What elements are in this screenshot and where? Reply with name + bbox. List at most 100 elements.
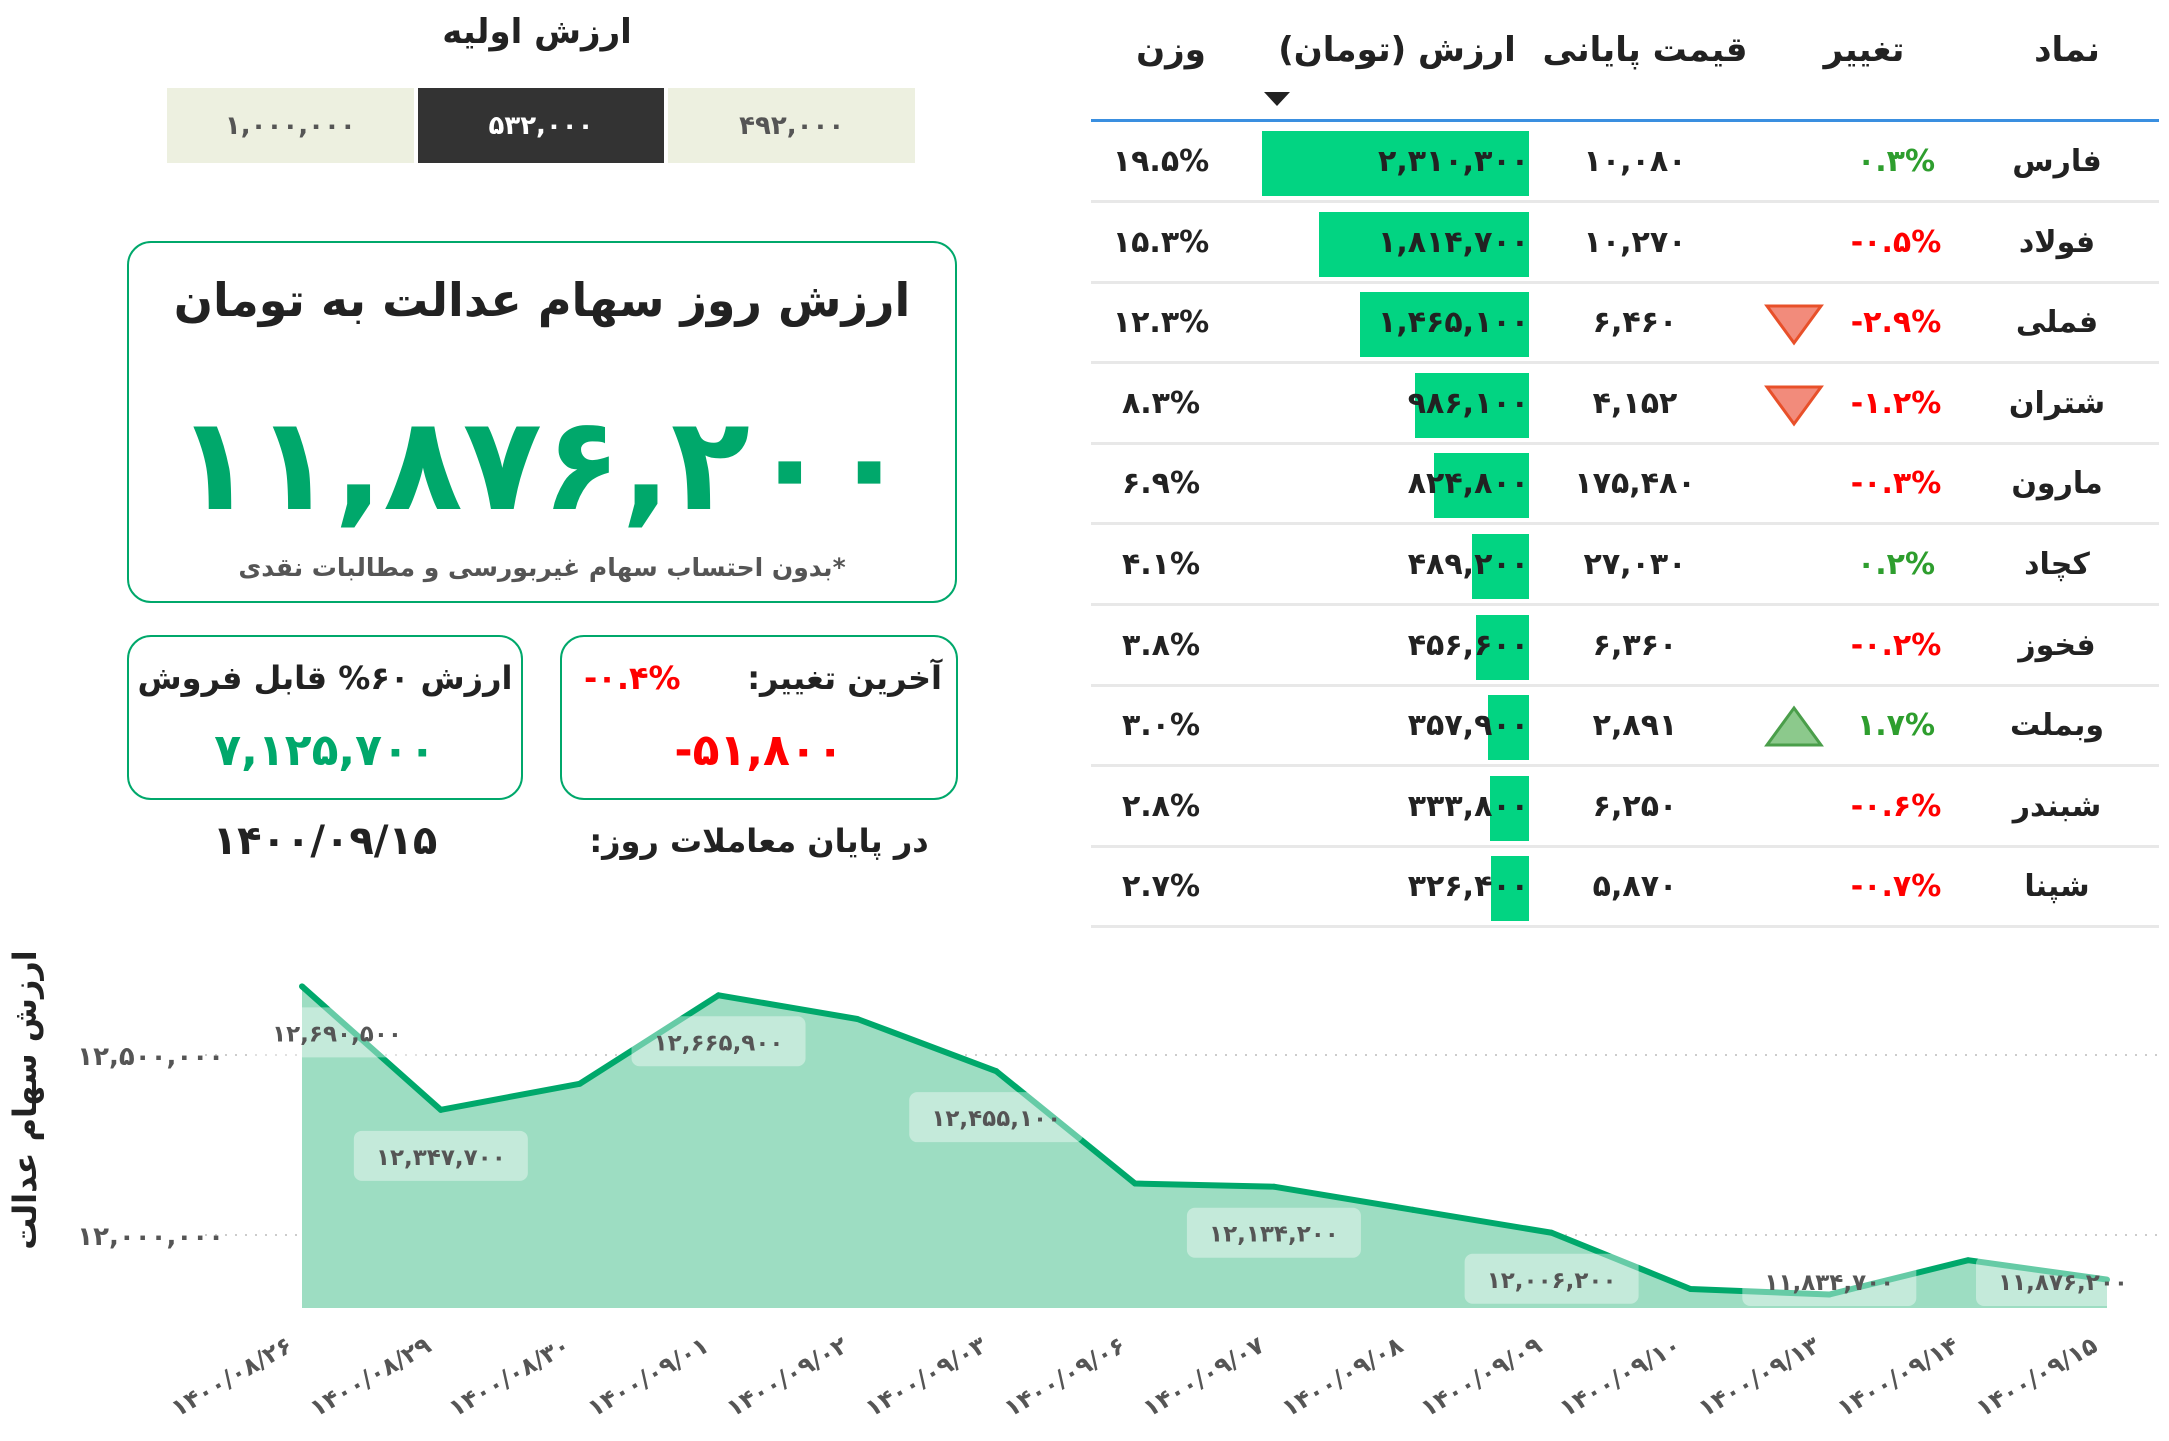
change-cell: -۰.۲% [1850, 627, 1942, 663]
value-cell: ۹۸۶,۱۰۰ [1407, 385, 1529, 421]
current-value-note: *بدون احتساب سهام غیربورسی و مطالبات نقد… [238, 553, 846, 582]
x-tick-label: ۱۴۰۰/۰۹/۰۳ [861, 1331, 992, 1423]
date-value: ۱۴۰۰/۰۹/۱۵ [212, 818, 438, 864]
data-point [854, 1016, 861, 1022]
value-history-chart: ۱۲,۰۰۰,۰۰۰ ۱۲,۵۰۰,۰۰۰ ارزش سهام عدالت ۱۲,۶۹… [6, 950, 2160, 1423]
table-row[interactable]: شبندر -۰.۶% ۶,۲۵۰ ۳۳۳,۸۰۰ ۲.۸% [1091, 768, 2159, 848]
weight-cell: ۸.۳% [1121, 385, 1201, 421]
table-row[interactable]: شتران -۱.۲% ۴,۱۵۲ ۹۸۶,۱۰۰ ۸.۳% [1091, 365, 2159, 445]
close-price-cell: ۶,۳۶۰ [1592, 627, 1678, 663]
value-bar [1262, 131, 1529, 196]
symbol-cell: کچاد [2024, 547, 2090, 582]
change-cell: ۰.۳% [1856, 144, 1936, 179]
weight-cell: ۶.۹% [1121, 466, 1201, 502]
close-price-cell: ۵,۸۷۰ [1592, 869, 1678, 905]
value-cell: ۱,۴۶۵,۱۰۰ [1378, 305, 1529, 341]
header-divider [1091, 119, 2159, 122]
sort-desc-icon[interactable] [1264, 92, 1290, 108]
last-change-title: آخرین تغییر: [747, 659, 942, 697]
value-bar [1472, 534, 1529, 599]
data-label-box [353, 1130, 528, 1181]
data-label: ۱۲,۶۶۵,۹۰۰ [654, 1030, 784, 1056]
x-tick-label: ۱۴۰۰/۰۹/۰۱ [583, 1331, 714, 1423]
data-label: ۱۱,۸۷۶,۲۰۰ [1998, 1270, 2128, 1296]
data-label: ۱۲,۱۳۴,۲۰۰ [1209, 1222, 1339, 1248]
sellable-value-card: ارزش ۶۰% قابل فروش ۷,۱۲۵,۷۰۰ [127, 635, 523, 800]
table-row[interactable]: فولاد -۰.۵% ۱۰,۲۷۰ ۱,۸۱۴,۷۰۰ ۱۵.۳% [1091, 204, 2159, 284]
option-1000000[interactable]: ۱,۰۰۰,۰۰۰ [167, 88, 414, 163]
symbol-cell: فملی [2015, 305, 2099, 341]
value-cell: ۱,۸۱۴,۷۰۰ [1378, 224, 1529, 260]
table-row[interactable]: کچاد ۰.۲% ۲۷,۰۳۰ ۴۸۹,۲۰۰ ۴.۱% [1091, 526, 2159, 606]
data-label-box [1464, 1253, 1639, 1304]
weight-cell: ۲.۸% [1121, 788, 1201, 824]
x-tick-label: ۱۴۰۰/۰۹/۱۳ [1694, 1331, 1825, 1423]
x-tick-label: ۱۴۰۰/۰۹/۰۲ [722, 1331, 853, 1423]
weight-cell: ۱۵.۳% [1112, 224, 1210, 260]
value-cell: ۴۵۶,۶۰۰ [1407, 627, 1529, 663]
table-row[interactable]: مارون -۰.۳% ۱۷۵,۴۸۰ ۸۲۴,۸۰۰ ۶.۹% [1091, 445, 2159, 526]
option-532000[interactable]: ۵۳۲,۰۰۰ [417, 88, 665, 163]
value-bar [1491, 856, 1529, 922]
triangle-down-icon [1764, 304, 1824, 346]
table-row[interactable]: فخوز -۰.۲% ۶,۳۶۰ ۴۵۶,۶۰۰ ۳.۸% [1091, 607, 2159, 687]
change-cell: -۲.۹% [1850, 305, 1942, 341]
data-label: ۱۲,۶۹۰,۵۰۰ [272, 1021, 402, 1047]
close-price-cell: ۶,۲۵۰ [1592, 788, 1678, 824]
data-point [1826, 1291, 1833, 1298]
value-cell: ۳۵۷,۹۰۰ [1407, 708, 1529, 744]
change-cell: -۰.۳% [1850, 466, 1942, 502]
y-tick-label: ۱۲,۰۰۰,۰۰۰ [77, 1222, 224, 1252]
sellable-title: ارزش ۶۰% قابل فروش [137, 659, 513, 697]
data-point [1409, 1206, 1416, 1213]
change-cell: -۰.۶% [1850, 788, 1942, 824]
value-bar [1319, 211, 1529, 277]
weight-cell: ۲.۷% [1121, 869, 1201, 905]
close-price-cell: ۱۰,۰۸۰ [1583, 144, 1687, 179]
table-row[interactable]: فملی -۲.۹% ۶,۴۶۰ ۱,۴۶۵,۱۰۰ ۱۲.۳% [1091, 284, 2159, 365]
x-tick-label: ۱۴۰۰/۰۸/۲۶ [166, 1331, 297, 1423]
symbol-cell: فارس [2012, 144, 2102, 179]
header-change[interactable]: تغییر [1823, 30, 1905, 70]
value-cell: ۳۲۶,۴۰۰ [1407, 869, 1529, 905]
change-cell: -۰.۷% [1850, 869, 1942, 905]
initial-value-title: ارزش اولیه [442, 12, 632, 52]
current-value: ۱۱,۸۷۶,۲۰۰ [175, 388, 909, 540]
weight-cell: ۳.۸% [1121, 627, 1201, 663]
last-change-percent: -۰.۴% [584, 659, 681, 697]
x-tick-label: ۱۴۰۰/۰۹/۰۶ [999, 1331, 1130, 1423]
change-cell: -۰.۵% [1850, 224, 1942, 260]
close-price-cell: ۲,۸۹۱ [1592, 708, 1678, 744]
data-point [2104, 1276, 2110, 1283]
symbol-cell: شپنا [2024, 869, 2090, 905]
data-label: ۱۲,۳۴۷,۷۰۰ [376, 1145, 506, 1171]
value-cell: ۳۳۳,۸۰۰ [1407, 788, 1529, 824]
change-cell: -۱.۲% [1850, 385, 1942, 421]
weight-cell: ۴.۱% [1121, 547, 1201, 582]
sellable-value: ۷,۱۲۵,۷۰۰ [214, 725, 436, 776]
symbol-cell: فولاد [2018, 224, 2096, 260]
symbol-cell: وبملت [2009, 708, 2105, 744]
data-label: ۱۱,۸۳۴,۷۰۰ [1764, 1270, 1894, 1296]
table-row[interactable]: فارس ۰.۳% ۱۰,۰۸۰ ۲,۳۱۰,۳۰۰ ۱۹.۵% [1091, 123, 2159, 203]
x-tick-label: ۱۴۰۰/۰۹/۱۰ [1555, 1331, 1686, 1423]
triangle-up-icon [1764, 705, 1824, 747]
data-point [1548, 1229, 1555, 1236]
close-price-cell: ۲۷,۰۳۰ [1583, 547, 1687, 582]
x-tick-label: ۱۴۰۰/۰۹/۰۹ [1416, 1331, 1547, 1423]
y-tick-label: ۱۲,۵۰۰,۰۰۰ [77, 1042, 224, 1072]
header-value[interactable]: ارزش (تومان) [1278, 30, 1516, 70]
header-symbol[interactable]: نماد [2034, 30, 2100, 70]
header-weight[interactable]: وزن [1136, 30, 1206, 70]
header-close-price[interactable]: قیمت پایانی [1542, 30, 1748, 70]
current-value-title: ارزش روز سهام عدالت به تومان [173, 273, 911, 327]
table-row[interactable]: شپنا -۰.۷% ۵,۸۷۰ ۳۲۶,۴۰۰ ۲.۷% [1091, 848, 2159, 929]
last-change-value: -۵۱,۸۰۰ [674, 725, 844, 776]
value-bar [1415, 372, 1529, 438]
option-492000[interactable]: ۴۹۲,۰۰۰ [668, 88, 916, 163]
table-row[interactable]: وبملت ۱.۷% ۲,۸۹۱ ۳۵۷,۹۰۰ ۳.۰% [1091, 687, 2159, 768]
series-line [300, 984, 2108, 1298]
value-bar [1487, 695, 1529, 761]
data-label-box [1742, 1256, 1917, 1306]
data-point [1270, 1183, 1277, 1190]
